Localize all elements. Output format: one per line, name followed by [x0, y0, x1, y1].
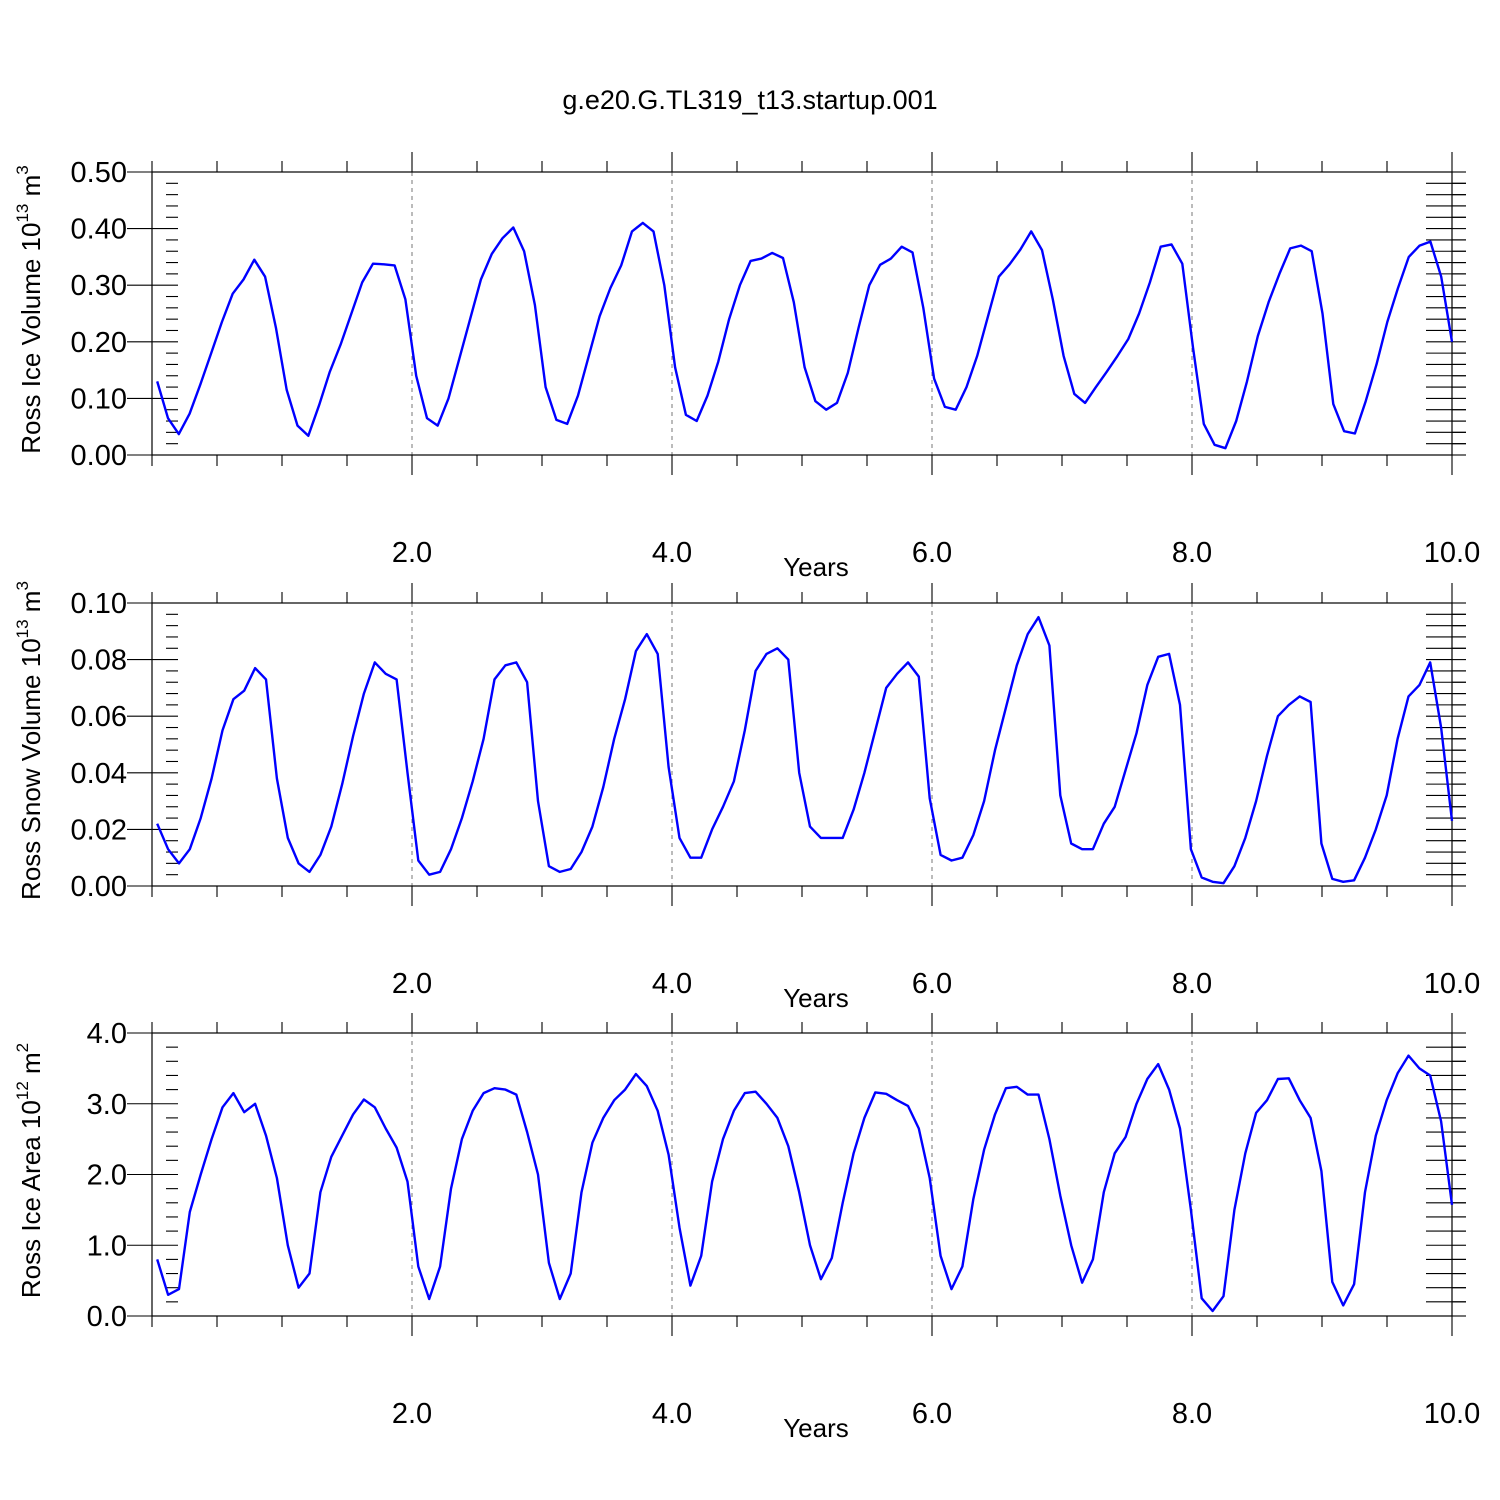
y-tick-label: 1.0 — [87, 1230, 127, 1262]
x-axis-label: Years — [783, 1413, 849, 1443]
plot-frame — [151, 602, 1453, 887]
y-tick-label: 0.06 — [71, 701, 127, 733]
x-tick-label: 6.0 — [912, 968, 952, 1000]
x-tick-label: 6.0 — [912, 537, 952, 569]
y-tick-label: 0.0 — [87, 1301, 127, 1333]
y-axis-label: Ross Snow Volume 1013 m3 — [13, 581, 46, 900]
x-tick-label: 2.0 — [392, 537, 432, 569]
figure-title: g.e20.G.TL319_t13.startup.001 — [562, 85, 937, 115]
y-tick-label: 0.08 — [71, 645, 127, 677]
y-tick-label: 3.0 — [87, 1089, 127, 1121]
x-tick-label: 10.0 — [1424, 1398, 1480, 1430]
y-axis-label-unit: m — [16, 175, 46, 204]
y-tick-label: 0.00 — [71, 871, 127, 903]
y-tick-label: 0.10 — [71, 383, 127, 415]
y-tick-label: 0.02 — [71, 814, 127, 846]
plot-frame — [151, 1032, 1453, 1317]
panel-1: 2.0 4.0 6.0 8.0 10.0 0.00 0.10 0.20 0.30 0.40 0.50… — [13, 152, 1480, 582]
y-tick-label: 0.50 — [71, 157, 127, 189]
y-tick-label: 0.40 — [71, 214, 127, 246]
x-tick-label: 2.0 — [392, 1398, 432, 1430]
x-tick-label: 4.0 — [652, 537, 692, 569]
y-tick-label: 0.20 — [71, 327, 127, 359]
y-tick-label: 0.10 — [71, 588, 127, 620]
panels: 2.0 4.0 6.0 8.0 10.0 0.00 0.10 0.20 0.30 0.40 0.50… — [13, 152, 1480, 1443]
panel-2: 2.0 4.0 6.0 8.0 10.0 0.00 0.02 0.04 0.06 0.08 0.10… — [13, 581, 1480, 1013]
y-axis-label-unit-exponent: 3 — [13, 581, 32, 590]
y-axis-label-exponent: 13 — [13, 619, 32, 638]
y-tick-label: 0.00 — [71, 440, 127, 472]
x-tick-label: 8.0 — [1172, 968, 1212, 1000]
y-axis-label-unit: m — [16, 591, 46, 620]
y-axis-label-unit: m — [16, 1052, 46, 1081]
x-tick-label: 8.0 — [1172, 1398, 1212, 1430]
y-axis-label-exponent: 12 — [13, 1081, 32, 1100]
series-line — [156, 1054, 1454, 1313]
y-axis-label-text: Ross Ice Area 10 — [16, 1100, 46, 1298]
x-tick-label: 6.0 — [912, 1398, 952, 1430]
y-tick-label: 2.0 — [87, 1160, 127, 1192]
y-axis-label: Ross Ice Volume 1013 m3 — [13, 165, 46, 454]
y-tick-label: 0.04 — [71, 758, 127, 790]
y-axis-label-unit-exponent: 2 — [13, 1043, 32, 1052]
y-axis-label-text: Ross Ice Volume 10 — [16, 223, 46, 454]
x-tick-label: 2.0 — [392, 968, 432, 1000]
x-tick-label: 4.0 — [652, 968, 692, 1000]
y-tick-label: 0.30 — [71, 270, 127, 302]
panel-3: 2.0 4.0 6.0 8.0 10.0 0.0 1.0 2.0 3.0 4.0 Years Ross… — [13, 1013, 1480, 1443]
y-axis-label: Ross Ice Area 1012 m2 — [13, 1043, 46, 1298]
series-line — [156, 616, 1454, 885]
x-tick-label: 10.0 — [1424, 537, 1480, 569]
y-axis-label-text: Ross Snow Volume 10 — [16, 638, 46, 900]
y-axis-label-unit-exponent: 3 — [13, 165, 32, 174]
y-axis-label-exponent: 13 — [13, 204, 32, 223]
x-axis-label: Years — [783, 552, 849, 582]
x-tick-label: 8.0 — [1172, 537, 1212, 569]
series-line — [156, 221, 1454, 450]
x-tick-label: 4.0 — [652, 1398, 692, 1430]
x-tick-label: 10.0 — [1424, 968, 1480, 1000]
x-axis-label: Years — [783, 983, 849, 1013]
plot-frame — [151, 171, 1453, 456]
y-tick-label: 4.0 — [87, 1018, 127, 1050]
